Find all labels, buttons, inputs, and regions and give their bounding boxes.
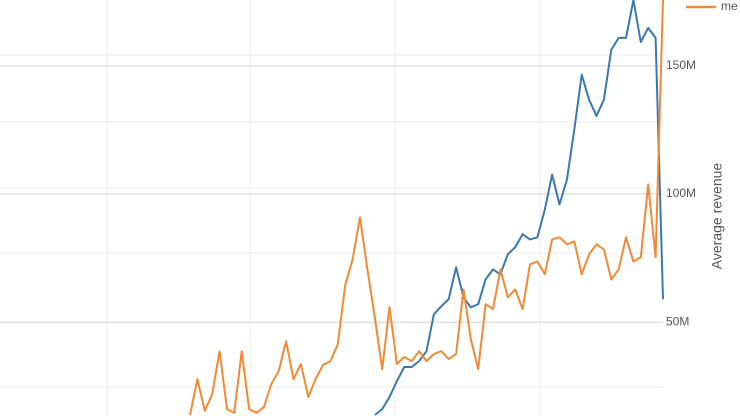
series-line [189,0,664,416]
y-tick-label: 150M [666,58,696,72]
background-grid [0,0,663,416]
y-tick-label: 50M [666,314,689,328]
y-axis-title: Average revenue [709,163,725,270]
y-tick-label: 100M [666,186,696,200]
legend-label: me [721,0,738,13]
